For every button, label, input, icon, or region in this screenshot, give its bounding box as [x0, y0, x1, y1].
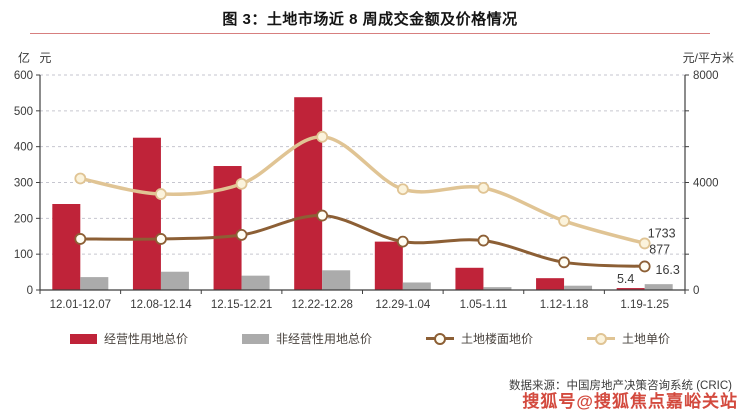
bar-非经营性用地总价-1.19-1.25: [644, 284, 673, 290]
bar-经营性用地总价-12.08-12.14: [132, 137, 161, 290]
legend-item-operating-land-total: 经营性用地总价: [69, 330, 188, 347]
line-土地楼面地价: [78, 214, 647, 268]
bar-非经营性用地总价-12.15-12.21: [241, 275, 270, 290]
bar-经营性用地总价-1.05-1.11: [455, 267, 484, 290]
category-label: 1.12-1.18: [540, 299, 589, 311]
data-source-text: 数据来源：中国房地产决策咨询系统 (CRIC): [509, 380, 732, 392]
marker-土地单价-12.01-12.07: [74, 172, 87, 185]
category-label: 12.29-1.04: [375, 299, 431, 311]
marker-土地楼面地价-12.29-1.04: [396, 235, 409, 248]
legend-label: 土地楼面地价: [461, 332, 534, 346]
left-axis-tick-label: 600: [14, 70, 33, 82]
chart-legend: 经营性用地总价 非经营性用地总价 土地楼面地价 土地单价: [0, 330, 740, 347]
marker-土地楼面地价-1.19-1.25: [638, 260, 651, 273]
left-axis-tick-label: 500: [14, 106, 33, 118]
light-line-marker-icon: [587, 332, 616, 345]
marker-土地楼面地价-1.05-1.11: [477, 234, 490, 247]
light-line-circle-icon: [595, 332, 608, 345]
left-axis-tick-label: 0: [27, 285, 33, 297]
value-label-5.4: 5.4: [617, 272, 634, 286]
legend-label: 土地单价: [622, 332, 671, 346]
marker-土地单价-12.08-12.14: [155, 188, 167, 200]
bar-非经营性用地总价-1.05-1.11: [483, 287, 512, 290]
gray-bar-swatch-icon: [241, 333, 269, 344]
bar-非经营性用地总价-12.01-12.07: [80, 277, 109, 290]
bar-经营性用地总价-12.22-12.28: [294, 97, 323, 290]
right-axis-tick-label: 4000: [693, 178, 719, 190]
bar-非经营性用地总价-12.08-12.14: [160, 271, 189, 290]
red-bar-swatch-icon: [69, 333, 97, 344]
marker-土地单价-12.15-12.21: [235, 177, 248, 190]
bar-非经营性用地总价-1.12-1.18: [564, 285, 593, 290]
bar-经营性用地总价-1.19-1.25: [616, 288, 645, 290]
marker-土地单价-1.12-1.18: [558, 215, 570, 227]
marker-土地单价-1.05-1.11: [477, 181, 490, 194]
legend-label: 经营性用地总价: [103, 332, 188, 346]
legend-item-unit-price: 土地单价: [587, 330, 670, 347]
left-axis-tick-label: 200: [14, 213, 33, 225]
category-label: 12.08-12.14: [130, 299, 192, 311]
left-axis-tick-label: 400: [14, 142, 33, 154]
bar-经营性用地总价-12.01-12.07: [52, 204, 81, 290]
value-label-16.3: 16.3: [656, 263, 680, 277]
category-label: 12.15-12.21: [211, 299, 272, 311]
dark-line-marker-icon: [426, 332, 454, 345]
line-土地单价: [78, 135, 647, 246]
marker-土地楼面地价-12.15-12.21: [235, 229, 248, 241]
bar-非经营性用地总价-12.29-1.04: [402, 282, 431, 290]
left-axis-tick-label: 300: [14, 178, 33, 190]
value-label-877: 877: [649, 242, 670, 256]
left-axis-unit-label: 亿 元: [18, 51, 55, 65]
marker-土地楼面地价-12.01-12.07: [74, 233, 87, 245]
category-label: 1.05-1.11: [460, 299, 508, 311]
legend-item-floor-price: 土地楼面地价: [426, 330, 533, 347]
category-label: 1.19-1.25: [620, 299, 669, 311]
category-label: 12.22-12.28: [291, 299, 352, 311]
value-label-1733: 1733: [648, 226, 676, 240]
right-axis-tick-label: 8000: [693, 70, 719, 82]
chart-title: 图 3：土地市场近 8 周成交金额及价格情况: [222, 11, 518, 28]
bar-经营性用地总价-1.12-1.18: [536, 278, 565, 290]
bar-非经营性用地总价-12.22-12.28: [322, 270, 351, 290]
marker-土地单价-1.19-1.25: [638, 237, 651, 250]
marker-土地楼面地价-12.08-12.14: [155, 233, 167, 245]
right-axis-unit-label: 元/平方米: [682, 51, 734, 65]
marker-土地单价-12.29-1.04: [396, 183, 409, 196]
category-label: 12.01-12.07: [50, 299, 111, 311]
legend-label: 非经营性用地总价: [275, 332, 372, 346]
marker-土地单价-12.22-12.28: [316, 130, 329, 143]
legend-item-nonoperating-land-total: 非经营性用地总价: [241, 330, 372, 347]
left-axis-tick-label: 100: [14, 249, 33, 261]
bar-经营性用地总价-12.29-1.04: [374, 241, 403, 290]
marker-土地楼面地价-1.12-1.18: [558, 256, 570, 269]
marker-土地楼面地价-12.22-12.28: [316, 209, 329, 222]
right-axis-tick-label: 0: [693, 285, 699, 297]
watermark-text: 搜狐号@搜狐焦点嘉峪关站: [522, 392, 738, 411]
dark-line-circle-icon: [434, 332, 446, 345]
title-divider: [30, 33, 710, 34]
